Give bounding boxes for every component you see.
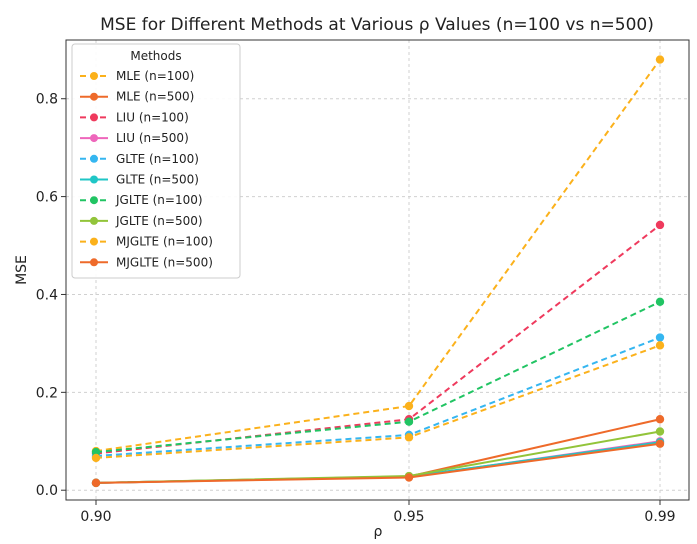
data-point [655, 297, 665, 307]
data-point [655, 333, 665, 342]
data-point [91, 453, 101, 463]
data-point [404, 433, 414, 442]
series-group [91, 55, 665, 488]
legend-label: MLE (n=500) [116, 90, 194, 104]
data-point [404, 417, 414, 426]
data-point [655, 415, 665, 424]
data-point [655, 439, 665, 448]
data-point [91, 478, 101, 488]
x-tick-label: 0.90 [80, 509, 111, 525]
series-line [95, 344, 661, 459]
legend-label: JGLTE (n=100) [115, 193, 203, 207]
legend-label: MLE (n=100) [116, 69, 194, 83]
legend-label: GLTE (n=100) [116, 152, 199, 166]
y-tick-label: 0.8 [36, 92, 58, 108]
legend-swatch-marker [90, 134, 98, 143]
legend: Methods MLE (n=100) MLE (n=500) LIU (n=100… [71, 43, 241, 279]
legend-label: MJGLTE (n=500) [116, 255, 213, 269]
y-tick-label: 0.6 [36, 190, 58, 206]
series-line [95, 58, 661, 453]
x-axis-label: ρ [374, 524, 383, 540]
y-axis-ticks: 0.0 0.2 0.4 0.6 0.8 [36, 92, 66, 499]
legend-label: LIU (n=500) [116, 131, 189, 145]
legend-label: MJGLTE (n=100) [116, 235, 213, 249]
legend-swatch-marker [90, 237, 98, 246]
data-point [655, 55, 665, 64]
legend-label: JGLTE (n=500) [115, 214, 203, 228]
y-axis-label: MSE [14, 255, 30, 285]
chart-title: MSE for Different Methods at Various ρ V… [100, 15, 654, 35]
data-point [404, 401, 414, 411]
data-point [655, 341, 665, 350]
legend-swatch-marker [90, 72, 98, 80]
legend-swatch-marker [90, 154, 98, 163]
legend-items: MLE (n=100) MLE (n=500) LIU (n=100) LIU (n=… [80, 69, 213, 269]
legend-swatch-marker [90, 113, 98, 122]
data-point [655, 427, 665, 436]
x-tick-label: 0.99 [644, 509, 675, 525]
legend-label: LIU (n=100) [116, 110, 189, 124]
legend-swatch-marker [90, 196, 98, 205]
plot-frame [65, 39, 690, 501]
y-tick-label: 0.0 [36, 483, 58, 499]
x-tick-label: 0.95 [393, 509, 424, 525]
x-axis-ticks: 0.90 0.95 0.99 [80, 500, 676, 525]
legend-label: GLTE (n=500) [116, 173, 199, 187]
legend-swatch-marker [90, 175, 98, 184]
data-point [91, 447, 101, 457]
legend-swatch-marker [90, 258, 98, 267]
legend-swatch-marker [90, 216, 98, 225]
data-point [404, 473, 414, 482]
data-point [655, 220, 665, 230]
y-tick-label: 0.4 [36, 287, 58, 303]
y-tick-label: 0.2 [36, 385, 58, 401]
legend-title: Methods [130, 49, 181, 63]
legend-box [71, 43, 241, 279]
legend-swatch-marker [90, 92, 98, 101]
